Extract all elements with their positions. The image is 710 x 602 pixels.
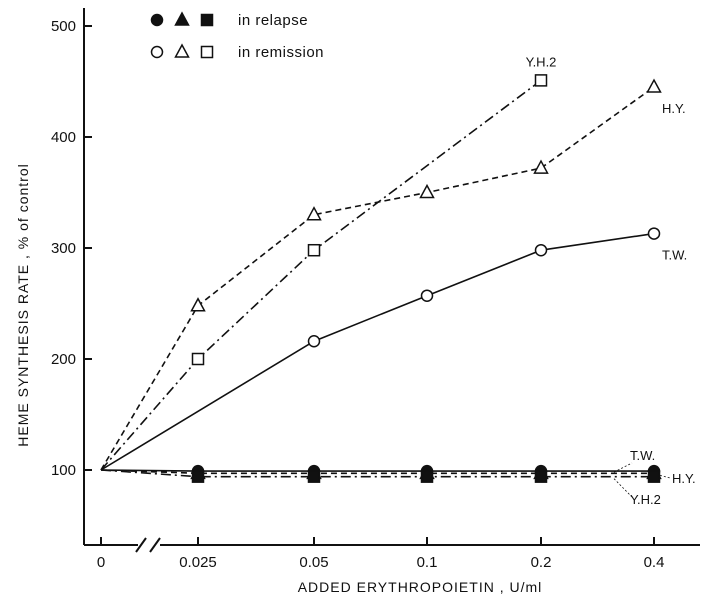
y-axis-title: HEME SYNTHESIS RATE , % of control — [15, 163, 31, 446]
legend-triangle-marker — [174, 11, 190, 26]
series-line-remission-T.W. — [100, 232, 655, 471]
label-leaders — [613, 462, 671, 498]
axes — [83, 8, 700, 553]
x-tick-label: 0.05 — [299, 554, 328, 571]
label-leader — [613, 462, 633, 473]
square-marker — [420, 470, 434, 483]
legend-label: in relapse — [238, 12, 308, 29]
y-tick-label: 200 — [51, 351, 76, 368]
legend: in relapse in remission — [150, 11, 324, 61]
label-leader — [659, 474, 671, 479]
circle-marker — [647, 227, 661, 240]
square-marker — [534, 74, 548, 87]
legend-square-marker — [200, 45, 214, 59]
series-line-relapse-Y.H.2 — [100, 469, 654, 478]
series-label: T.W. — [630, 448, 655, 463]
series-line-relapse-H.Y. — [100, 469, 654, 475]
series-lines — [100, 79, 655, 478]
series-label: H.Y. — [672, 471, 696, 486]
axis-break-mark — [135, 537, 147, 553]
triangle-marker — [306, 206, 322, 221]
x-tick-label: 0.025 — [179, 554, 217, 571]
square-marker — [534, 470, 548, 483]
series-labels: Y.H.2 H.Y. T.W. T.W. H.Y. Y.H.2 — [526, 54, 696, 507]
circle-marker — [534, 243, 548, 257]
legend-circle-marker — [150, 45, 164, 59]
legend-square-marker — [200, 13, 214, 27]
series-line-remission-Y.H.2 — [100, 79, 542, 471]
triangle-marker — [533, 159, 549, 174]
legend-label: in remission — [238, 44, 324, 61]
series-label: Y.H.2 — [526, 54, 557, 69]
series-label: T.W. — [662, 248, 687, 263]
x-axis-title: ADDED ERYTHROPOIETIN , U/ml — [298, 579, 543, 595]
square-marker — [191, 470, 205, 483]
x-tick-label: 0.1 — [417, 554, 438, 571]
y-tick-label: 100 — [51, 462, 76, 479]
y-tick-label: 500 — [51, 18, 76, 35]
label-leader — [613, 478, 633, 498]
square-marker — [307, 470, 321, 483]
axis-break-mark — [149, 537, 161, 553]
legend-circle-marker — [150, 13, 164, 27]
legend-triangle-marker — [174, 43, 190, 58]
circle-marker — [307, 334, 321, 348]
square-marker — [307, 243, 321, 257]
triangle-marker — [419, 183, 435, 199]
x-tick-label: 0.2 — [531, 554, 552, 571]
square-marker — [191, 352, 205, 366]
triangle-marker — [190, 297, 206, 312]
y-tick-label: 300 — [51, 240, 76, 257]
x-tick-label: 0 — [97, 554, 105, 571]
series-line-relapse-T.W. — [100, 469, 654, 472]
square-marker — [647, 470, 661, 483]
series-markers — [190, 74, 662, 483]
series-line-remission-H.Y. — [100, 86, 655, 471]
y-tick-label: 400 — [51, 129, 76, 146]
series-label: Y.H.2 — [630, 492, 661, 507]
circle-marker — [420, 289, 434, 302]
tick-labels: 100 200 300 400 500 0 0.025 0.05 0.1 0.2 0.4 — [51, 18, 664, 571]
series-label: H.Y. — [662, 101, 686, 116]
triangle-marker — [646, 78, 662, 93]
x-tick-label: 0.4 — [644, 554, 665, 571]
